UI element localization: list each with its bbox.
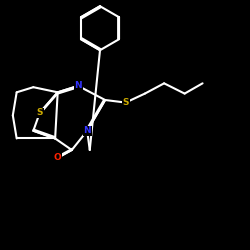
Text: N: N	[74, 82, 82, 90]
Text: S: S	[36, 108, 43, 117]
Text: O: O	[54, 153, 62, 162]
Text: S: S	[122, 98, 129, 107]
Text: N: N	[83, 126, 91, 135]
